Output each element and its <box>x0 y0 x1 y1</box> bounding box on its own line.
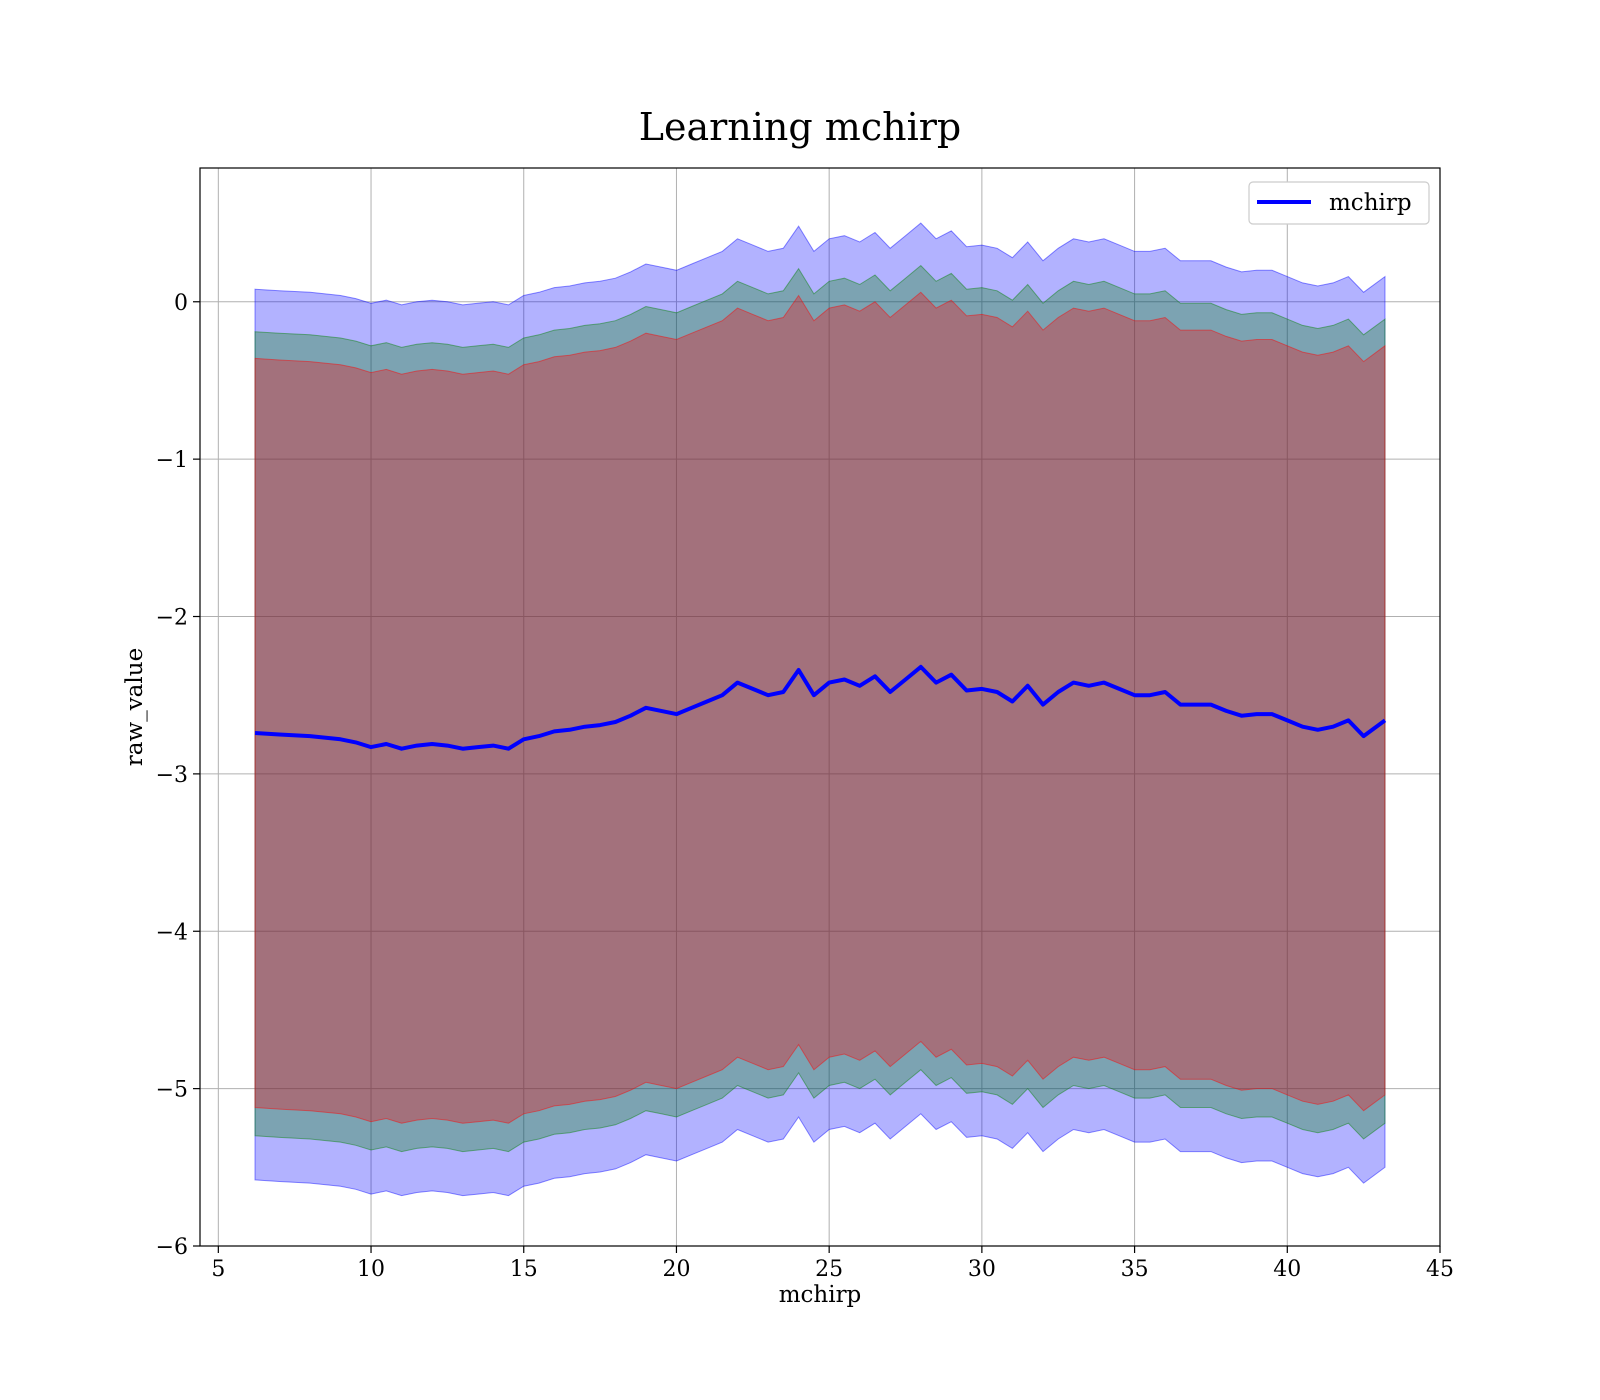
y-tick-label-3: −3 <box>156 763 188 788</box>
y-axis-ticks: −6 −5 −4 −3 −2 −1 0 <box>156 291 200 1260</box>
y-tick-label-4: −2 <box>156 606 188 631</box>
series-lines <box>254 664 1387 751</box>
x-tick-label-1: 10 <box>357 1257 385 1282</box>
x-tick-label-0: 5 <box>211 1257 225 1282</box>
series-line-mchirp <box>254 664 1387 751</box>
plot-background <box>200 168 1440 1246</box>
confidence-band-2 <box>254 291 1386 1124</box>
x-tick-label-5: 30 <box>968 1257 996 1282</box>
y-tick-label-2: −4 <box>156 920 188 945</box>
confidence-band-1 <box>254 264 1386 1153</box>
x-tick-label-4: 25 <box>815 1257 843 1282</box>
y-tick-label-0: −6 <box>156 1235 188 1260</box>
plot-area <box>199 167 1441 1247</box>
confidence-bands <box>254 222 1386 1197</box>
x-tick-label-7: 40 <box>1273 1257 1301 1282</box>
x-axis-label: mchirp <box>779 1282 862 1308</box>
x-tick-label-8: 45 <box>1426 1257 1454 1282</box>
y-tick-label-5: −1 <box>156 448 188 473</box>
confidence-band-0 <box>254 222 1386 1197</box>
y-axis-label: raw_value <box>122 648 148 766</box>
grid-lines <box>200 168 1441 1247</box>
y-tick-label-6: 0 <box>174 291 188 316</box>
plot-frame <box>199 167 1441 1247</box>
x-tick-label-2: 15 <box>510 1257 538 1282</box>
x-axis-ticks: 5 10 15 20 25 30 35 40 45 <box>211 1246 1454 1282</box>
x-tick-label-3: 20 <box>662 1257 690 1282</box>
y-tick-label-1: −5 <box>156 1078 188 1103</box>
x-tick-label-6: 35 <box>1121 1257 1149 1282</box>
legend-box <box>1248 181 1430 225</box>
chart-title: Learning mchirp <box>639 105 961 149</box>
legend-label-mchirp: mchirp <box>1329 190 1412 216</box>
legend: mchirp <box>1248 181 1430 225</box>
